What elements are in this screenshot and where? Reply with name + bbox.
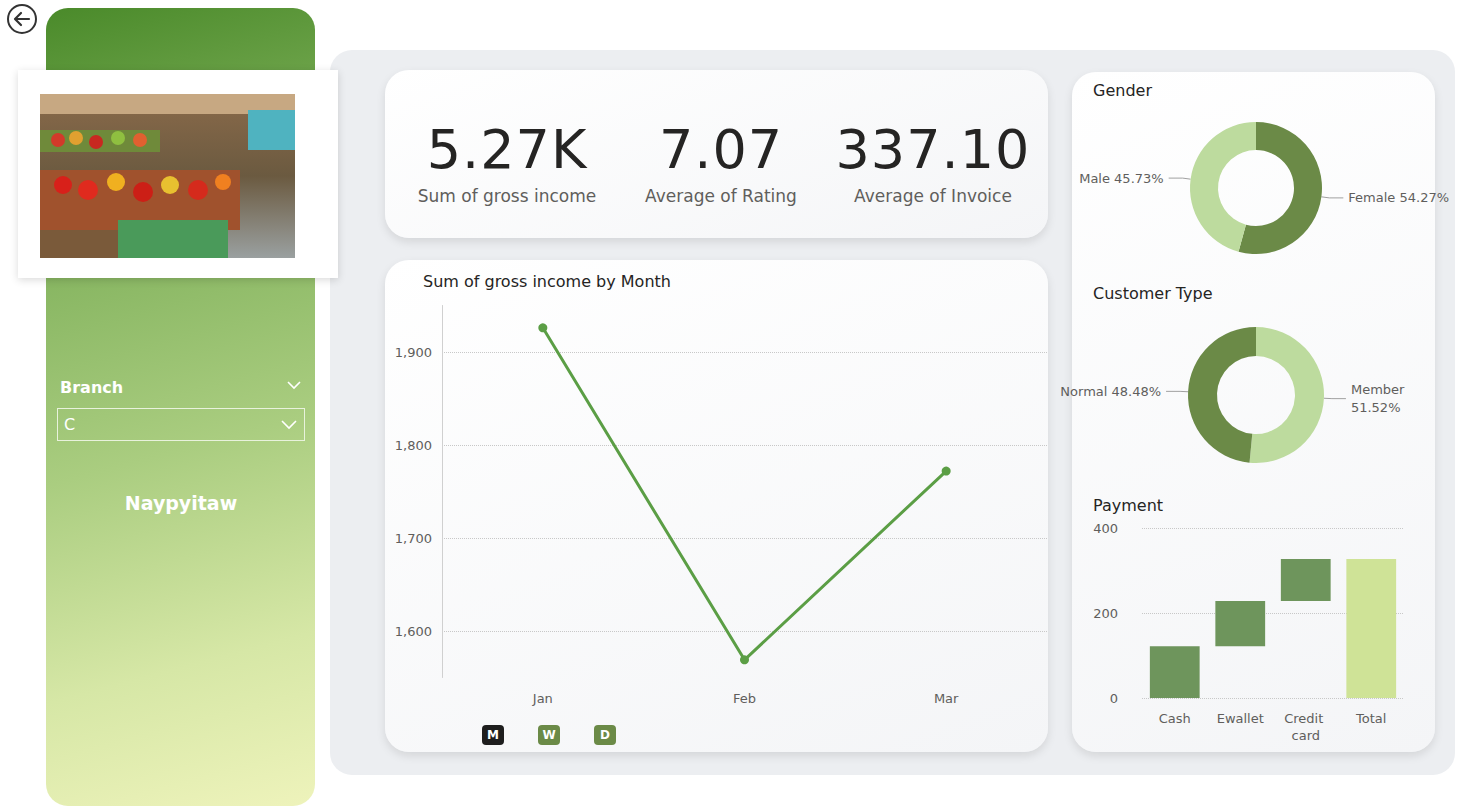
html-text:Average of Invoice: Average of Invoice <box>854 186 1012 206</box>
svg-text:Normal 48.48%: Normal 48.48% <box>1060 384 1161 399</box>
html-text:W: W <box>542 728 556 742</box>
svg-text:Feb: Feb <box>733 691 756 706</box>
svg-text:Credit: Credit <box>1284 711 1327 726</box>
html-text:Average of Rating: Average of Rating <box>645 186 797 206</box>
html-text:C: C <box>64 415 76 434</box>
svg-text:1,800: 1,800 <box>395 438 432 453</box>
svg-text:Payment: Payment <box>1093 496 1163 515</box>
html-text:337.10: 337.10 <box>835 118 1031 181</box>
svg-text:Cash: Cash <box>1159 711 1191 726</box>
svg-text:Ewallet: Ewallet <box>1217 711 1264 726</box>
svg-text:Customer Type: Customer Type <box>1093 284 1213 303</box>
html-text:Naypyitaw: Naypyitaw <box>124 492 238 514</box>
html-text:7.07: 7.07 <box>658 118 784 181</box>
svg-text:Member: Member <box>1351 382 1405 397</box>
svg-text:0: 0 <box>1110 691 1118 706</box>
svg-text:Jan: Jan <box>532 691 553 706</box>
svg-text:400: 400 <box>1093 521 1118 536</box>
svg-text:200: 200 <box>1093 606 1118 621</box>
html-text:Branch: Branch <box>60 378 124 397</box>
svg-text:1,600: 1,600 <box>395 624 432 639</box>
svg-text:Sum of gross income by Month: Sum of gross income by Month <box>423 272 671 291</box>
svg-text:Mar: Mar <box>934 691 959 706</box>
html-text:D: D <box>600 728 610 742</box>
html-text:5.27K: 5.27K <box>426 118 588 181</box>
svg-text:1,900: 1,900 <box>395 345 432 360</box>
svg-text:Male 45.73%: Male 45.73% <box>1079 171 1164 186</box>
html-text:M: M <box>487 728 499 742</box>
html-text:Sum of gross income: Sum of gross income <box>417 186 597 206</box>
svg-text:1,700: 1,700 <box>395 531 432 546</box>
svg-text:Total: Total <box>1355 711 1386 726</box>
svg-text:51.52%: 51.52% <box>1351 400 1401 415</box>
svg-text:Female 54.27%: Female 54.27% <box>1348 190 1449 205</box>
svg-text:Gender: Gender <box>1093 81 1152 100</box>
svg-text:card: card <box>1292 728 1320 743</box>
